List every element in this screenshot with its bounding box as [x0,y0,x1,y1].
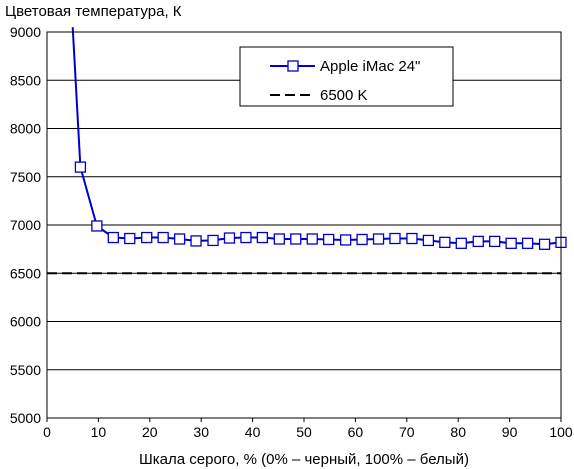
data-point [356,233,368,246]
grid-lines [47,79,561,371]
data-point [74,161,87,173]
data-point [472,235,484,248]
data-point [538,238,551,250]
y-tick-label: 5000 [10,410,41,426]
data-point [173,233,186,245]
y-tick-label: 8000 [10,121,41,137]
x-axis-ticks: 0 10 20 30 40 50 60 70 80 90 100 [43,418,573,440]
data-point [273,233,285,245]
x-tick-label: 10 [91,424,107,440]
y-axis-ticks: 5000 5500 6000 6500 7000 7500 8000 8500 9000 [10,24,41,426]
x-tick-label: 90 [502,424,518,440]
y-tick-label: 9000 [10,24,41,40]
y-axis-title: Цветовая температура, К [5,3,182,20]
y-tick-label: 6500 [10,265,41,281]
x-axis-title: Шкала серого, % (0% – черный, 100% – бел… [139,451,469,468]
data-point [157,231,169,244]
data-point [306,233,318,245]
y-tick-label: 8500 [10,72,41,88]
x-tick-label: 0 [43,424,51,440]
data-point [489,235,501,248]
data-point [389,232,401,245]
data-point [223,232,236,244]
data-point [207,234,219,247]
x-tick-label: 20 [142,424,158,440]
data-point [190,235,202,247]
y-tick-label: 5500 [10,362,41,378]
data-point [240,231,252,244]
data-point [256,231,269,244]
data-point [521,237,534,249]
data-point [339,234,352,246]
legend: Apple iMac 24" 6500 K [239,46,454,107]
y-tick-label: 7000 [10,217,41,233]
data-point [290,233,302,245]
x-tick-label: 30 [193,424,209,440]
x-tick-label: 60 [348,424,364,440]
data-point [372,233,385,245]
data-point [124,232,136,245]
legend-label-6500k: 6500 K [320,87,368,104]
data-point [406,232,418,245]
data-point [505,237,517,249]
data-point [141,231,153,244]
data-point [422,234,435,247]
x-tick-label: 80 [450,424,466,440]
y-tick-label: 6000 [10,314,41,330]
data-point [107,231,119,244]
x-tick-label: 40 [245,424,261,440]
data-point [455,237,467,249]
data-point [439,236,451,249]
legend-marker-imac [287,60,299,72]
y-tick-label: 7500 [10,169,41,185]
data-point [91,220,103,232]
data-point [323,233,335,246]
x-tick-label: 70 [399,424,415,440]
legend-label-imac: Apple iMac 24" [320,58,420,75]
x-tick-label: 100 [549,424,573,440]
legend-box [239,46,454,107]
series-layer [47,27,567,275]
x-tick-label: 50 [296,424,312,440]
